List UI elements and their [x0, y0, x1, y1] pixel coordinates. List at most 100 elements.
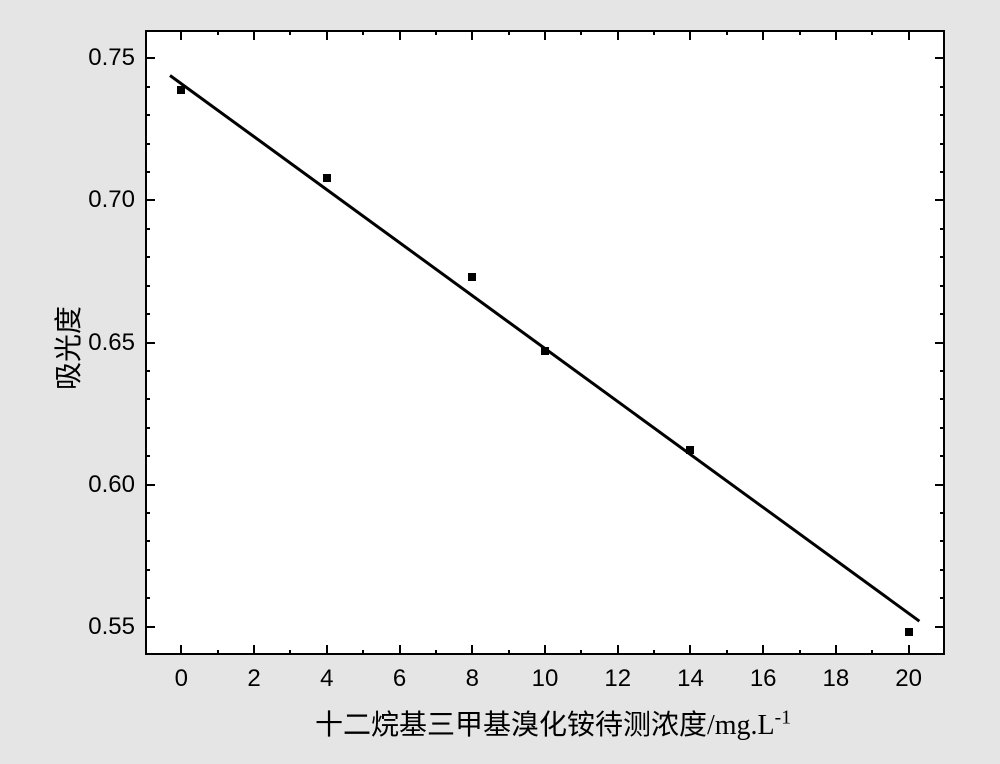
- plot-area: [145, 30, 945, 655]
- axis-tick: [145, 370, 150, 372]
- axis-tick: [935, 484, 945, 486]
- tick-label: 12: [598, 665, 638, 693]
- tick-label: 0.60: [75, 471, 135, 499]
- axis-tick: [145, 626, 155, 628]
- axis-tick: [217, 650, 219, 655]
- tick-label: 4: [307, 665, 347, 693]
- tick-label: 2: [234, 665, 274, 693]
- axis-tick: [908, 30, 910, 40]
- axis-tick: [835, 645, 837, 655]
- axis-tick: [617, 645, 619, 655]
- axis-tick: [145, 313, 150, 315]
- tick-label: 0.65: [75, 329, 135, 357]
- axis-tick: [935, 626, 945, 628]
- axis-tick: [544, 30, 546, 40]
- tick-label: 0.75: [75, 44, 135, 72]
- axis-tick: [145, 199, 155, 201]
- axis-tick: [726, 30, 728, 35]
- tick-label: 8: [452, 665, 492, 693]
- axis-tick: [871, 30, 873, 35]
- data-point: [468, 273, 476, 281]
- axis-tick: [689, 30, 691, 40]
- axis-tick: [940, 370, 945, 372]
- tick-label: 0: [161, 665, 201, 693]
- axis-tick: [940, 143, 945, 145]
- axis-tick: [940, 171, 945, 173]
- figure-container: 吸光度 十二烷基三甲基溴化铵待测浓度/mg.L-1 0.550.600.650.…: [0, 0, 1000, 764]
- tick-label: 14: [670, 665, 710, 693]
- axis-tick: [399, 30, 401, 40]
- axis-tick: [145, 427, 150, 429]
- axis-tick: [940, 114, 945, 116]
- axis-tick: [471, 30, 473, 40]
- axis-tick: [508, 30, 510, 35]
- axis-tick: [580, 30, 582, 35]
- axis-tick: [940, 597, 945, 599]
- axis-tick: [726, 650, 728, 655]
- axis-tick: [289, 650, 291, 655]
- axis-tick: [180, 645, 182, 655]
- axis-tick: [326, 30, 328, 40]
- axis-tick: [145, 398, 150, 400]
- axis-tick: [908, 645, 910, 655]
- tick-label: 20: [889, 665, 929, 693]
- axis-tick: [145, 484, 155, 486]
- axis-tick: [617, 30, 619, 40]
- axis-tick: [799, 30, 801, 35]
- axis-tick: [935, 342, 945, 344]
- axis-tick: [471, 645, 473, 655]
- axis-tick: [935, 57, 945, 59]
- axis-tick: [940, 256, 945, 258]
- axis-tick: [399, 645, 401, 655]
- axis-tick: [940, 398, 945, 400]
- axis-tick: [940, 569, 945, 571]
- axis-tick: [145, 285, 150, 287]
- axis-tick: [435, 650, 437, 655]
- axis-tick: [145, 143, 150, 145]
- data-point: [323, 174, 331, 182]
- axis-tick: [145, 228, 150, 230]
- tick-label: 6: [380, 665, 420, 693]
- axis-tick: [940, 540, 945, 542]
- axis-tick: [362, 650, 364, 655]
- axis-tick: [217, 30, 219, 35]
- axis-tick: [653, 650, 655, 655]
- tick-label: 16: [743, 665, 783, 693]
- axis-tick: [871, 650, 873, 655]
- tick-label: 18: [816, 665, 856, 693]
- axis-tick: [326, 645, 328, 655]
- axis-tick: [145, 342, 155, 344]
- axis-tick: [940, 285, 945, 287]
- axis-tick: [145, 57, 155, 59]
- axis-tick: [145, 597, 150, 599]
- axis-tick: [180, 30, 182, 40]
- axis-tick: [940, 86, 945, 88]
- axis-tick: [145, 86, 150, 88]
- axis-tick: [145, 512, 150, 514]
- axis-tick: [940, 455, 945, 457]
- axis-tick: [762, 645, 764, 655]
- axis-tick: [799, 650, 801, 655]
- axis-tick: [940, 228, 945, 230]
- axis-tick: [940, 313, 945, 315]
- axis-tick: [289, 30, 291, 35]
- axis-tick: [145, 540, 150, 542]
- axis-tick: [940, 512, 945, 514]
- axis-tick: [653, 30, 655, 35]
- axis-tick: [508, 650, 510, 655]
- tick-label: 0.55: [75, 613, 135, 641]
- axis-tick: [435, 30, 437, 35]
- x-axis-label-sup: -1: [775, 708, 791, 729]
- axis-tick: [762, 30, 764, 40]
- axis-tick: [935, 199, 945, 201]
- axis-tick: [145, 171, 150, 173]
- axis-tick: [940, 427, 945, 429]
- axis-tick: [544, 645, 546, 655]
- x-axis-label: 十二烷基三甲基溴化铵待测浓度/mg.L-1: [315, 703, 791, 743]
- axis-tick: [362, 30, 364, 35]
- axis-tick: [689, 645, 691, 655]
- axis-tick: [145, 455, 150, 457]
- axis-tick: [145, 569, 150, 571]
- axis-tick: [253, 645, 255, 655]
- data-point: [905, 628, 913, 636]
